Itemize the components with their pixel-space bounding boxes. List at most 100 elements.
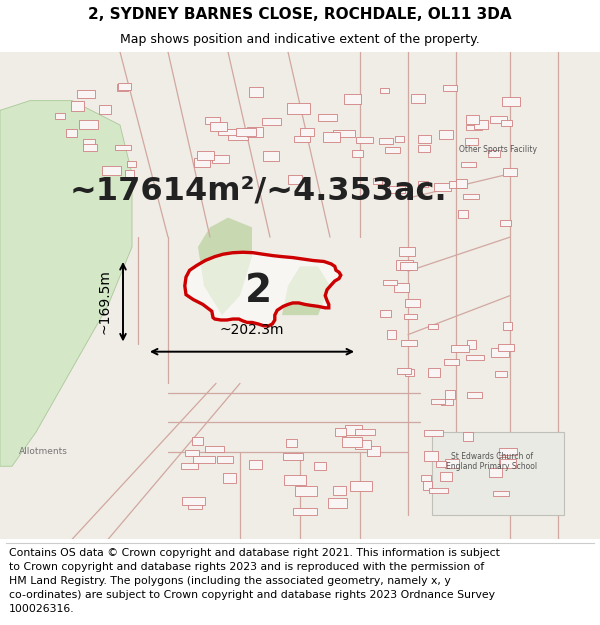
Bar <box>503 322 512 330</box>
Bar <box>418 146 430 152</box>
Bar <box>488 150 500 157</box>
Text: ~202.3m: ~202.3m <box>220 323 284 337</box>
Text: ~17614m²/~4.353ac.: ~17614m²/~4.353ac. <box>69 175 447 206</box>
Bar <box>445 390 455 399</box>
Bar <box>319 114 337 121</box>
Bar <box>288 175 302 184</box>
Bar <box>247 127 263 138</box>
Bar <box>428 368 440 377</box>
Bar <box>263 151 279 161</box>
Bar <box>249 461 262 469</box>
Bar <box>424 430 443 436</box>
Bar <box>192 437 203 445</box>
Text: Allotments: Allotments <box>19 447 68 456</box>
Bar <box>102 166 121 175</box>
Bar <box>405 369 415 376</box>
Bar <box>463 432 473 441</box>
Bar <box>423 481 432 490</box>
Bar <box>333 131 355 137</box>
Bar <box>127 161 136 168</box>
Bar <box>501 120 512 126</box>
Bar <box>301 128 314 136</box>
Bar <box>118 83 131 89</box>
Polygon shape <box>198 217 252 315</box>
Bar <box>466 124 482 129</box>
Bar <box>458 209 468 217</box>
Bar <box>83 139 95 146</box>
Bar <box>217 456 233 463</box>
Bar <box>314 462 326 469</box>
Bar <box>197 151 214 160</box>
Bar <box>405 299 420 306</box>
Bar <box>188 501 202 509</box>
Bar <box>295 486 317 496</box>
Bar <box>328 498 347 508</box>
Bar <box>466 355 484 360</box>
Bar <box>350 481 372 491</box>
Bar <box>194 158 211 167</box>
Bar <box>236 127 256 136</box>
Bar <box>455 179 467 188</box>
Bar <box>395 136 404 142</box>
Polygon shape <box>282 266 330 315</box>
Text: St Edwards Church of
England Primary School: St Edwards Church of England Primary Sch… <box>446 452 538 471</box>
Bar <box>344 94 361 104</box>
Bar <box>117 84 128 91</box>
Bar <box>395 260 413 270</box>
Bar <box>493 491 509 496</box>
Text: ~169.5m: ~169.5m <box>97 269 111 334</box>
Text: Contains OS data © Crown copyright and database right 2021. This information is : Contains OS data © Crown copyright and d… <box>9 548 500 614</box>
Bar <box>431 399 445 404</box>
Bar <box>344 426 362 435</box>
Bar <box>287 103 310 114</box>
Bar <box>373 177 382 184</box>
Bar <box>79 120 98 129</box>
Bar <box>412 94 425 103</box>
Bar <box>83 144 97 151</box>
Bar <box>400 262 416 269</box>
Bar <box>389 186 405 193</box>
Bar <box>461 162 476 167</box>
Bar <box>229 130 248 139</box>
Bar <box>466 114 479 124</box>
Polygon shape <box>185 253 341 326</box>
Bar <box>428 324 438 329</box>
Bar <box>355 429 374 435</box>
Bar <box>99 105 111 114</box>
Bar <box>367 446 380 456</box>
Bar <box>418 134 431 143</box>
Bar <box>424 451 438 461</box>
Bar <box>500 459 515 468</box>
Bar <box>262 118 281 125</box>
Bar <box>418 181 428 187</box>
Bar <box>467 392 482 399</box>
Bar <box>387 330 396 339</box>
Bar <box>467 340 476 349</box>
Bar <box>397 368 411 374</box>
Polygon shape <box>0 101 132 466</box>
Bar <box>205 117 220 124</box>
Bar <box>436 461 446 467</box>
Bar <box>503 168 517 176</box>
Bar <box>474 119 488 129</box>
Bar <box>494 371 506 376</box>
Bar <box>284 475 305 486</box>
Text: 2: 2 <box>244 272 272 310</box>
Bar <box>449 181 466 188</box>
Bar <box>491 348 509 357</box>
Bar <box>356 137 373 143</box>
Text: Map shows position and indicative extent of the property.: Map shows position and indicative extent… <box>120 33 480 46</box>
Bar <box>434 182 451 191</box>
Bar <box>115 144 131 150</box>
Bar <box>489 468 502 477</box>
Bar <box>212 155 229 163</box>
Bar <box>379 138 393 144</box>
Bar <box>182 497 205 505</box>
Text: Other Sports Facility: Other Sports Facility <box>459 145 537 154</box>
Bar <box>352 150 364 158</box>
Bar <box>77 90 95 98</box>
Bar <box>66 129 77 137</box>
Bar <box>294 136 310 142</box>
Bar <box>401 341 417 346</box>
Bar <box>205 446 224 452</box>
